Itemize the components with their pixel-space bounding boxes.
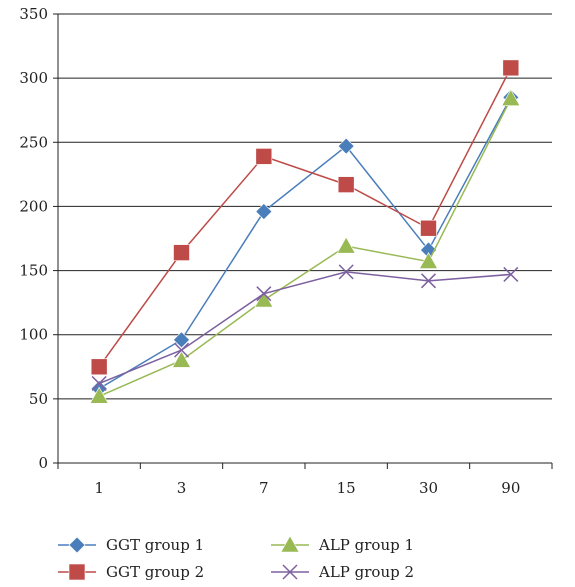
data-point (89, 386, 109, 404)
legend-label: GGT group 2 (106, 563, 204, 581)
series-4 (91, 264, 519, 391)
legend-label: ALP group 2 (318, 563, 414, 581)
legend-marker (282, 564, 298, 580)
data-point (256, 286, 272, 302)
y-tick-label: 350 (19, 5, 48, 23)
x-axis-tick-labels: 1 3 7 15 30 90 (94, 479, 520, 497)
y-tick-label: 200 (19, 197, 48, 215)
data-point (173, 244, 190, 261)
x-tick-label: 7 (259, 479, 269, 497)
data-point (420, 273, 437, 289)
y-tick-label: 300 (19, 69, 48, 87)
legend-marker (280, 535, 300, 553)
legend-label: ALP group 1 (318, 536, 414, 554)
data-point (90, 358, 108, 376)
legend-marker (68, 536, 86, 554)
y-tick-label: 250 (19, 133, 48, 151)
x-tick-label: 15 (337, 479, 356, 497)
data-point (255, 203, 273, 220)
x-tick-label: 30 (419, 479, 438, 497)
data-point (255, 148, 273, 165)
y-tick-label: 150 (19, 262, 48, 280)
legend-item: GGT group 2 (58, 563, 204, 581)
series-3 (89, 89, 521, 404)
data-point (91, 375, 107, 391)
data-point (173, 342, 190, 358)
data-point (501, 89, 521, 106)
legend-marker (68, 563, 86, 581)
legend-label: GGT group 1 (106, 536, 204, 554)
y-tick-label: 50 (29, 390, 48, 408)
plot-area (89, 59, 521, 404)
gridlines (58, 13, 552, 400)
x-tick-label: 1 (94, 479, 104, 497)
legend-item: GGT group 1 (58, 536, 204, 554)
data-point (418, 251, 439, 269)
axes (53, 13, 553, 469)
series-1 (90, 88, 520, 398)
series-line (98, 271, 511, 385)
x-tick-label: 3 (177, 479, 187, 497)
series-2 (90, 59, 520, 376)
data-point (171, 350, 192, 368)
legend-item: ALP group 1 (271, 535, 414, 554)
y-tick-label: 0 (38, 454, 48, 472)
data-point (420, 219, 437, 237)
data-point (502, 59, 520, 77)
y-axis-tick-labels: 0 50 100 150 200 250 300 350 (19, 5, 48, 472)
data-point (337, 176, 355, 193)
data-point (338, 264, 354, 280)
series-line (98, 98, 512, 397)
x-tick-label: 90 (501, 479, 520, 497)
data-point (173, 331, 190, 349)
legend-item: ALP group 2 (271, 563, 414, 581)
series-line (98, 97, 512, 390)
legend: GGT group 1 GGT group 2 ALP group 1 ALP gro… (58, 535, 414, 581)
data-point (336, 236, 356, 254)
series-line (98, 67, 512, 368)
data-point (503, 266, 519, 282)
data-point (337, 137, 355, 155)
y-tick-label: 100 (19, 326, 48, 344)
